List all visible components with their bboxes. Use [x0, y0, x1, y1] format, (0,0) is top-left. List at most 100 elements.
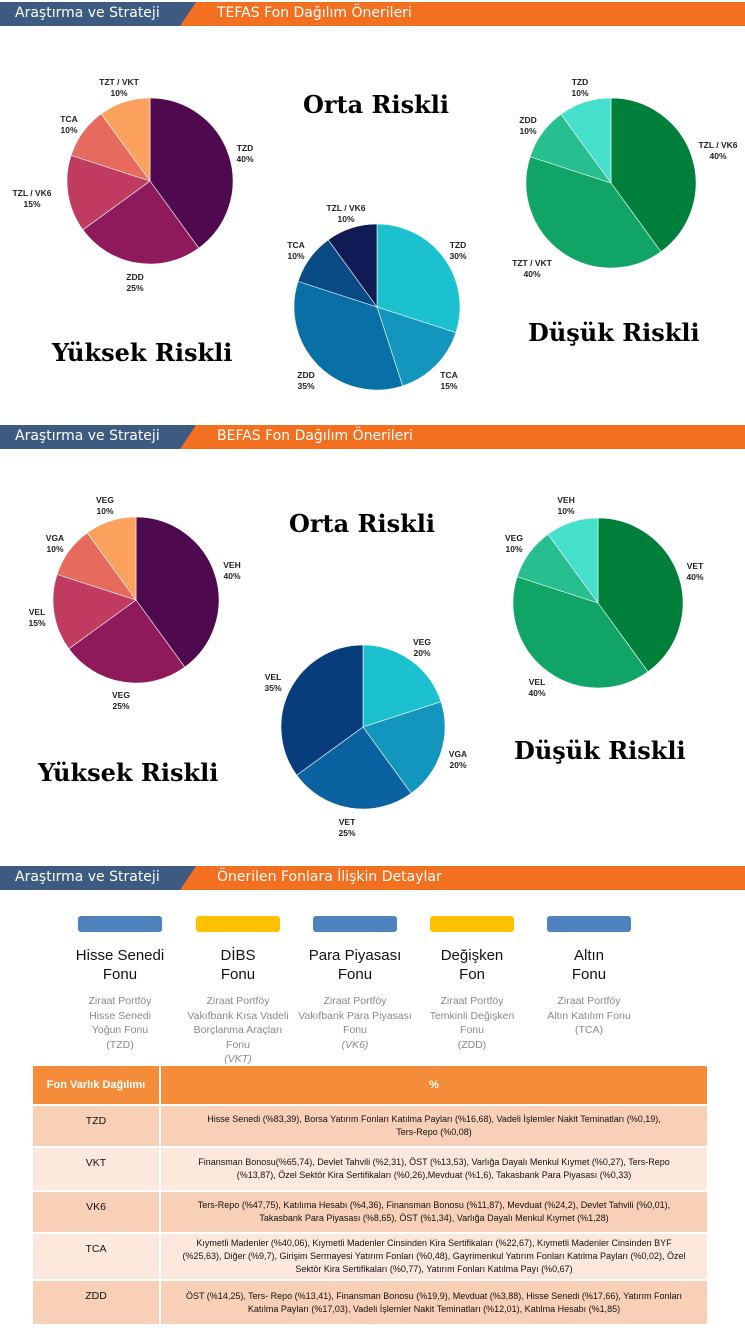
- pie-slice-label: TCA: [440, 370, 457, 380]
- table-header-right: %: [160, 1066, 707, 1105]
- pie-slice-label: ZDD: [297, 370, 314, 380]
- fund-allocation-cell: ÖST (%14,25), Ters- Repo (%13,41), Finan…: [160, 1279, 707, 1324]
- header-right-label: TEFAS Fon Dağılım Önerileri: [217, 5, 412, 21]
- pie-slice: [610, 97, 697, 253]
- pie-slice: [135, 516, 220, 668]
- pie-slice: [149, 97, 234, 249]
- pie-slice-label: VEH: [223, 560, 240, 570]
- pie-slice: [376, 306, 457, 387]
- pie-slice-value: 30%: [449, 251, 466, 261]
- pie-slice-value: 15%: [23, 199, 40, 209]
- pie-slice-value: 40%: [236, 154, 253, 164]
- pie-slice-value: 25%: [112, 701, 129, 711]
- pie-slice-label: VEG: [413, 637, 431, 647]
- fund-allocation-cell: Finansman Bonosu(%65,74), Devlet Tahvili…: [160, 1146, 707, 1191]
- pie-slice-value: 20%: [413, 648, 430, 658]
- section-header-befas: Araştırma ve Strateji BEFAS Fon Dağılım …: [0, 425, 745, 449]
- header-right-band: [180, 425, 745, 449]
- pie-slice-value: 35%: [264, 683, 281, 693]
- pie-slice-value: 20%: [449, 760, 466, 770]
- table-row: TZD Hisse Senedi (%83,39), Borsa Yatırım …: [33, 1104, 707, 1147]
- header-left-label: Araştırma ve Strateji: [15, 869, 160, 885]
- pie-slice: [327, 223, 378, 308]
- category-para-piyasasi: Para Piyasası Fonu Ziraat Portföy Vakıfban…: [290, 916, 420, 1052]
- pie-slice: [86, 516, 137, 601]
- category-degisken: Değişken Fon Ziraat Portföy Temkinli Değiş…: [407, 916, 537, 1052]
- category-description: Ziraat Portföy Temkinli Değişken Fonu (ZDD): [429, 995, 515, 1051]
- pie-slice: [525, 156, 662, 269]
- header-left-label: Araştırma ve Strateji: [15, 5, 160, 21]
- pie-slice-value: 10%: [337, 214, 354, 224]
- fund-code-cell: TCA: [33, 1232, 161, 1280]
- pie-slice-value: 10%: [46, 544, 63, 554]
- tefas-yuksek-title: Yüksek Riskli: [52, 338, 233, 367]
- category-description: Ziraat Portföy Vakıfbank Para Piyasası Fon…: [298, 995, 412, 1051]
- category-color-bar: [78, 916, 162, 932]
- header-right-band: [180, 2, 745, 26]
- befas-yuksek-title: Yüksek Riskli: [38, 758, 219, 787]
- pie-slice: [362, 644, 442, 728]
- category-name: Değişken Fon: [440, 947, 504, 983]
- befas-dusuk-title: Düşük Riskli: [514, 736, 686, 765]
- pie-slice: [293, 280, 404, 391]
- pie-slice: [362, 701, 446, 794]
- pie-slice-label: VGA: [46, 533, 64, 543]
- pie-slice-value: 40%: [223, 571, 240, 581]
- pie-slice-value: 10%: [287, 251, 304, 261]
- category-description: Ziraat Portföy Vakıfbank Kısa Vadeli Borçl…: [187, 995, 289, 1065]
- pie-slice-label: VEG: [505, 533, 523, 543]
- pie-slice: [52, 573, 137, 650]
- pie-slice-label: VEL: [529, 677, 546, 687]
- pie-slice: [68, 599, 186, 684]
- table-row: ZDD ÖST (%14,25), Ters- Repo (%13,41), Fi…: [33, 1279, 707, 1324]
- pie-slice-value: 10%: [557, 506, 574, 516]
- fund-code-cell: VKT: [33, 1146, 161, 1191]
- category-altin: Altın Fonu Ziraat Portföy Altın Katılım Fo…: [524, 916, 654, 1038]
- tefas-orta-title: Orta Riskli: [303, 90, 449, 119]
- pie-slice-value: 40%: [686, 572, 703, 582]
- category-color-bar: [313, 916, 397, 932]
- fund-code-cell: VK6: [33, 1190, 161, 1233]
- table-row: VK6 Ters-Repo (%47,75), Katılıma Hesabı (…: [33, 1190, 707, 1233]
- category-name: Hisse Senedi Fonu: [75, 947, 165, 983]
- fund-allocation-table: Fon Varlık Dağılımı % TZD Hisse Senedi (%…: [33, 1066, 707, 1324]
- header-left-label: Araştırma ve Strateji: [15, 428, 160, 444]
- pie-slice-label: VEL: [265, 672, 282, 682]
- pie-slice-value: 40%: [709, 151, 726, 161]
- header-right-label: BEFAS Fon Dağılım Önerileri: [217, 428, 413, 444]
- pie-slice-label: ZDD: [519, 115, 536, 125]
- pie-slice-label: VET: [339, 817, 356, 827]
- pie-slice-label: TZD: [572, 77, 589, 87]
- category-hisse-senedi: Hisse Senedi Fonu Ziraat Portföy Hisse Sen…: [55, 916, 185, 1052]
- header-left-band: [0, 866, 196, 890]
- fund-code-cell: ZDD: [33, 1279, 161, 1324]
- befas-orta-title: Orta Riskli: [289, 509, 435, 538]
- section-header-details: Araştırma ve Strateji Önerilen Fonlara İ…: [0, 866, 745, 890]
- pie-slice: [82, 180, 200, 265]
- table-header-left: Fon Varlık Dağılımı: [33, 1066, 161, 1105]
- pie-slice: [66, 154, 151, 231]
- header-right-label: Önerilen Fonlara İlişkin Detaylar: [217, 869, 442, 885]
- fund-allocation-cell: Kıymetli Madenler (%40,06), Kıymetli Mad…: [160, 1232, 707, 1280]
- pie-slice-label: TZL / VK6: [12, 188, 51, 198]
- pie-slice: [296, 726, 412, 810]
- category-color-bar: [430, 916, 514, 932]
- pie-slice: [100, 97, 151, 182]
- header-left-band: [0, 2, 196, 26]
- pie-slice-label: TCA: [60, 114, 77, 124]
- pie-slice: [376, 223, 461, 334]
- fund-code-cell: TZD: [33, 1104, 161, 1147]
- header-left-band: [0, 425, 196, 449]
- category-description: Ziraat Portföy Altın Katılım Fonu (TCA): [547, 995, 631, 1036]
- pie-slice-value: 10%: [571, 88, 588, 98]
- pie-slice-value: 35%: [297, 381, 314, 391]
- header-right-band: [180, 866, 745, 890]
- pie-slice-label: ZDD: [126, 272, 143, 282]
- tefas-dusuk-title: Düşük Riskli: [528, 318, 700, 347]
- category-color-bar: [547, 916, 631, 932]
- pie-slice: [560, 97, 612, 184]
- table-row: VKT Finansman Bonosu(%65,74), Devlet Tahv…: [33, 1146, 707, 1191]
- pie-slice-label: TZD: [237, 143, 254, 153]
- pie-slice-value: 15%: [440, 381, 457, 391]
